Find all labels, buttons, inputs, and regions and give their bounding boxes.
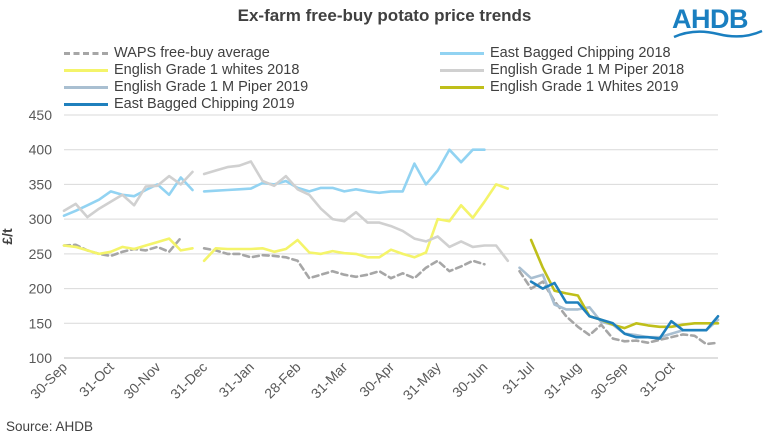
- x-tick-label: 31-Jan: [215, 359, 257, 401]
- legend-label: WAPS free-buy average: [114, 45, 270, 61]
- x-tick-label: 31-May: [400, 359, 444, 403]
- legend-label: English Grade 1 M Piper 2019: [114, 79, 309, 95]
- series-line-2: [62, 176, 194, 217]
- chart-legend: WAPS free-buy average East Bagged Chippin…: [0, 0, 769, 112]
- x-tick-label: 30-Jun: [449, 359, 491, 401]
- x-tick-label: 31-Mar: [308, 359, 351, 402]
- y-tick-label: 200: [29, 281, 53, 297]
- y-tick-label: 150: [29, 315, 53, 331]
- series-line-3: [202, 183, 510, 263]
- chart-title: Ex-farm free-buy potato price trends: [237, 6, 532, 25]
- series-line-2: [202, 148, 486, 195]
- legend-label: English Grade 1 M Piper 2018: [490, 62, 685, 78]
- series-line-4: [202, 160, 510, 263]
- y-tick-label: 350: [29, 176, 53, 192]
- series-line-1: [202, 247, 486, 280]
- y-tick-label: 250: [29, 246, 53, 262]
- legend-swatch: [64, 52, 108, 55]
- series-line-6: [529, 238, 720, 330]
- ahdb-logo: AHDB: [672, 4, 764, 40]
- legend-swatch: [64, 69, 108, 72]
- logo-text: AHDB: [672, 4, 749, 34]
- legend-label: East Bagged Chipping 2019: [114, 96, 295, 112]
- legend-swatch: [440, 69, 484, 72]
- series-line-7: [529, 280, 720, 340]
- x-tick-label: 31-Dec: [167, 359, 210, 402]
- y-tick-label: 300: [29, 211, 53, 227]
- x-tick-label: 31-Oct: [636, 359, 677, 400]
- x-tick-label: 30-Nov: [120, 359, 163, 402]
- source-note: Source: AHDB: [6, 419, 94, 434]
- x-tick-label: 30-Sep: [587, 359, 630, 402]
- legend-label: English Grade 1 whites 2018: [114, 62, 300, 78]
- series-line-4: [62, 170, 194, 219]
- legend-swatch: [64, 103, 108, 106]
- y-tick-label: 450: [29, 107, 53, 123]
- series-line-3: [62, 237, 194, 256]
- y-tick-label: 100: [29, 350, 53, 366]
- logo-wave-icon: [673, 29, 763, 39]
- legend-swatch: [440, 52, 484, 55]
- x-tick-label: 28-Feb: [261, 359, 304, 402]
- x-tick-label: 31-Jul: [499, 359, 537, 397]
- y-axis-label: £/t: [0, 228, 15, 245]
- legend-swatch: [440, 86, 484, 89]
- y-tick-label: 400: [29, 142, 53, 158]
- x-tick-label: 31-Aug: [541, 359, 584, 402]
- legend-swatch: [64, 86, 108, 89]
- legend-label: English Grade 1 Whites 2019: [490, 79, 679, 95]
- x-tick-label: 31-Oct: [76, 359, 117, 400]
- x-tick-label: 30-Apr: [356, 359, 397, 400]
- legend-label: East Bagged Chipping 2018: [490, 45, 671, 61]
